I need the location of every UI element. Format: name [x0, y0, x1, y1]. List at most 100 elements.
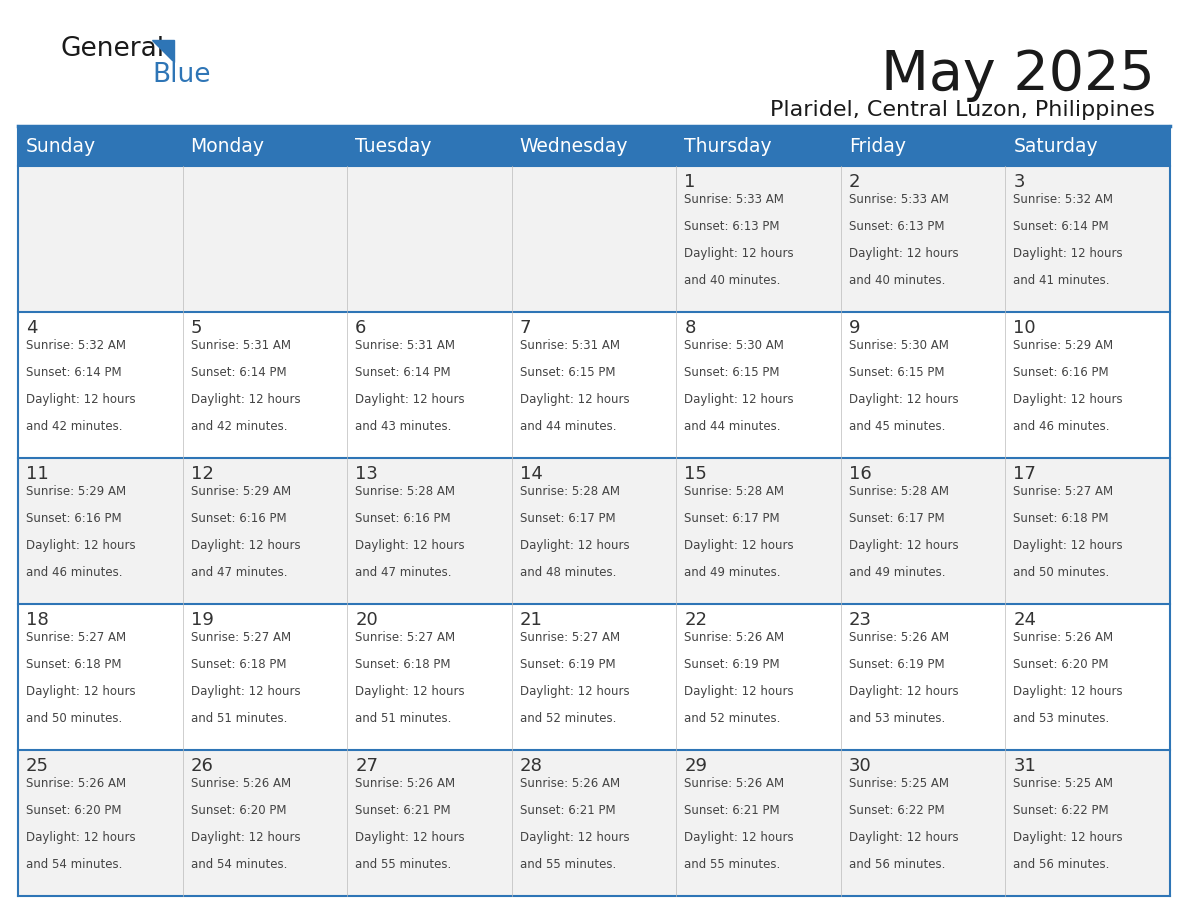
Text: and 47 minutes.: and 47 minutes. — [355, 566, 451, 579]
Polygon shape — [152, 40, 173, 62]
Text: 20: 20 — [355, 611, 378, 629]
Text: and 49 minutes.: and 49 minutes. — [684, 566, 781, 579]
Text: 19: 19 — [190, 611, 214, 629]
Text: Sunrise: 5:30 AM: Sunrise: 5:30 AM — [684, 339, 784, 352]
Text: Daylight: 12 hours: Daylight: 12 hours — [849, 393, 959, 406]
Text: Sunset: 6:15 PM: Sunset: 6:15 PM — [849, 366, 944, 379]
Text: 8: 8 — [684, 319, 696, 337]
Text: and 45 minutes.: and 45 minutes. — [849, 420, 946, 433]
Text: Sunset: 6:17 PM: Sunset: 6:17 PM — [684, 512, 779, 525]
Text: Sunrise: 5:27 AM: Sunrise: 5:27 AM — [190, 631, 291, 644]
Text: Sunset: 6:17 PM: Sunset: 6:17 PM — [849, 512, 944, 525]
Bar — [18, 604, 1170, 750]
Text: Sunset: 6:18 PM: Sunset: 6:18 PM — [355, 658, 450, 671]
Text: 28: 28 — [519, 757, 543, 775]
Text: and 52 minutes.: and 52 minutes. — [519, 712, 617, 725]
Text: May 2025: May 2025 — [881, 48, 1155, 102]
Text: General: General — [61, 36, 164, 62]
Text: 15: 15 — [684, 465, 707, 483]
Text: Daylight: 12 hours: Daylight: 12 hours — [190, 831, 301, 844]
Text: Sunrise: 5:31 AM: Sunrise: 5:31 AM — [355, 339, 455, 352]
Text: Daylight: 12 hours: Daylight: 12 hours — [684, 685, 794, 698]
Text: Sunrise: 5:30 AM: Sunrise: 5:30 AM — [849, 339, 949, 352]
Text: Sunrise: 5:29 AM: Sunrise: 5:29 AM — [26, 485, 126, 498]
Text: Daylight: 12 hours: Daylight: 12 hours — [1013, 393, 1123, 406]
Text: Sunrise: 5:26 AM: Sunrise: 5:26 AM — [190, 777, 291, 790]
Text: Blue: Blue — [152, 62, 210, 88]
Text: and 49 minutes.: and 49 minutes. — [849, 566, 946, 579]
Text: 27: 27 — [355, 757, 378, 775]
Text: 1: 1 — [684, 173, 696, 191]
Text: Daylight: 12 hours: Daylight: 12 hours — [26, 831, 135, 844]
Text: Daylight: 12 hours: Daylight: 12 hours — [1013, 539, 1123, 552]
Text: Daylight: 12 hours: Daylight: 12 hours — [355, 393, 465, 406]
Text: 25: 25 — [26, 757, 49, 775]
Text: Sunrise: 5:28 AM: Sunrise: 5:28 AM — [849, 485, 949, 498]
Bar — [18, 312, 1170, 458]
Text: and 52 minutes.: and 52 minutes. — [684, 712, 781, 725]
Text: and 55 minutes.: and 55 minutes. — [519, 858, 615, 871]
Text: Sunset: 6:14 PM: Sunset: 6:14 PM — [1013, 220, 1110, 233]
Text: 3: 3 — [1013, 173, 1025, 191]
Text: Sunrise: 5:28 AM: Sunrise: 5:28 AM — [519, 485, 620, 498]
Text: Daylight: 12 hours: Daylight: 12 hours — [355, 685, 465, 698]
Text: Sunday: Sunday — [26, 137, 96, 155]
Text: Daylight: 12 hours: Daylight: 12 hours — [190, 539, 301, 552]
Text: Sunset: 6:17 PM: Sunset: 6:17 PM — [519, 512, 615, 525]
Text: 6: 6 — [355, 319, 367, 337]
Text: and 51 minutes.: and 51 minutes. — [355, 712, 451, 725]
Text: 23: 23 — [849, 611, 872, 629]
Text: and 51 minutes.: and 51 minutes. — [190, 712, 287, 725]
Text: Thursday: Thursday — [684, 137, 772, 155]
Text: Sunrise: 5:32 AM: Sunrise: 5:32 AM — [26, 339, 126, 352]
Text: Daylight: 12 hours: Daylight: 12 hours — [519, 393, 630, 406]
Text: Sunset: 6:21 PM: Sunset: 6:21 PM — [519, 804, 615, 817]
Text: Sunset: 6:16 PM: Sunset: 6:16 PM — [355, 512, 450, 525]
Text: Sunset: 6:13 PM: Sunset: 6:13 PM — [849, 220, 944, 233]
Text: Daylight: 12 hours: Daylight: 12 hours — [684, 393, 794, 406]
Text: and 53 minutes.: and 53 minutes. — [1013, 712, 1110, 725]
Text: 9: 9 — [849, 319, 860, 337]
Text: and 40 minutes.: and 40 minutes. — [849, 274, 946, 287]
Bar — [18, 126, 1170, 166]
Text: Sunrise: 5:26 AM: Sunrise: 5:26 AM — [1013, 631, 1113, 644]
Text: Daylight: 12 hours: Daylight: 12 hours — [190, 685, 301, 698]
Text: and 41 minutes.: and 41 minutes. — [1013, 274, 1110, 287]
Text: Sunrise: 5:25 AM: Sunrise: 5:25 AM — [1013, 777, 1113, 790]
Text: Sunset: 6:22 PM: Sunset: 6:22 PM — [849, 804, 944, 817]
Bar — [18, 166, 1170, 312]
Text: Sunset: 6:19 PM: Sunset: 6:19 PM — [519, 658, 615, 671]
Text: 22: 22 — [684, 611, 707, 629]
Text: 4: 4 — [26, 319, 38, 337]
Bar — [18, 458, 1170, 604]
Text: Daylight: 12 hours: Daylight: 12 hours — [1013, 247, 1123, 260]
Text: and 56 minutes.: and 56 minutes. — [1013, 858, 1110, 871]
Text: Sunrise: 5:27 AM: Sunrise: 5:27 AM — [519, 631, 620, 644]
Text: 14: 14 — [519, 465, 543, 483]
Text: Sunrise: 5:33 AM: Sunrise: 5:33 AM — [684, 193, 784, 206]
Text: Daylight: 12 hours: Daylight: 12 hours — [519, 539, 630, 552]
Text: Sunset: 6:18 PM: Sunset: 6:18 PM — [26, 658, 121, 671]
Text: Daylight: 12 hours: Daylight: 12 hours — [1013, 685, 1123, 698]
Text: Sunrise: 5:31 AM: Sunrise: 5:31 AM — [190, 339, 291, 352]
Text: Sunset: 6:15 PM: Sunset: 6:15 PM — [519, 366, 615, 379]
Text: 2: 2 — [849, 173, 860, 191]
Text: Sunset: 6:19 PM: Sunset: 6:19 PM — [684, 658, 779, 671]
Text: Sunrise: 5:27 AM: Sunrise: 5:27 AM — [1013, 485, 1113, 498]
Text: Sunset: 6:16 PM: Sunset: 6:16 PM — [1013, 366, 1110, 379]
Text: Sunset: 6:18 PM: Sunset: 6:18 PM — [190, 658, 286, 671]
Text: 5: 5 — [190, 319, 202, 337]
Text: Daylight: 12 hours: Daylight: 12 hours — [849, 539, 959, 552]
Text: Sunrise: 5:26 AM: Sunrise: 5:26 AM — [849, 631, 949, 644]
Text: and 47 minutes.: and 47 minutes. — [190, 566, 287, 579]
Text: and 48 minutes.: and 48 minutes. — [519, 566, 617, 579]
Text: 30: 30 — [849, 757, 872, 775]
Text: and 53 minutes.: and 53 minutes. — [849, 712, 946, 725]
Text: Sunset: 6:20 PM: Sunset: 6:20 PM — [1013, 658, 1108, 671]
Text: and 50 minutes.: and 50 minutes. — [26, 712, 122, 725]
Text: Sunrise: 5:28 AM: Sunrise: 5:28 AM — [684, 485, 784, 498]
Text: Sunrise: 5:29 AM: Sunrise: 5:29 AM — [190, 485, 291, 498]
Text: Daylight: 12 hours: Daylight: 12 hours — [26, 539, 135, 552]
Text: Daylight: 12 hours: Daylight: 12 hours — [519, 831, 630, 844]
Text: Sunrise: 5:28 AM: Sunrise: 5:28 AM — [355, 485, 455, 498]
